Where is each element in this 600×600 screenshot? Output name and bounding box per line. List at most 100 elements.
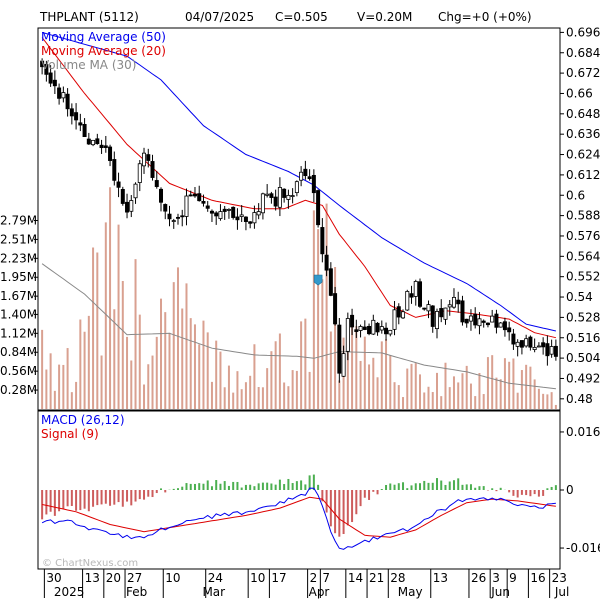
candle [413,279,418,306]
price-tick-label: 0.6 [566,188,585,202]
candle [146,148,151,168]
candle-body [307,176,312,180]
macd-tick-label: -0.016 [566,541,600,555]
candle [69,103,74,125]
candle-body [320,227,325,255]
candle [150,154,155,181]
candle-body [214,212,219,217]
price-tick-label: 0.54 [566,290,593,304]
candle-body [95,138,100,145]
candle-body [137,163,142,183]
candle-body [333,293,338,325]
candle-body [439,308,444,318]
time-tick-label: 16 [530,571,545,585]
time-tick-label: 21 [369,571,384,585]
month-label: Apr [309,585,330,599]
candle-body [316,190,321,226]
price-tick-label: 0.576 [566,229,600,243]
candle [61,86,66,103]
candle [175,213,180,225]
candle-body [222,208,227,212]
price-tick-label: 0.624 [566,148,600,162]
candle [239,205,244,223]
candle [133,182,138,204]
candle [265,184,270,198]
candle-body [69,108,74,117]
candle-body [430,305,435,327]
candle-body [273,196,278,207]
candle [154,170,159,189]
volume-tick-label: 2.51M [0,232,37,246]
candle-body [299,171,304,181]
candle [256,203,261,220]
candle [481,319,486,328]
candle [515,339,520,357]
macd-tick-label: 0 [566,483,574,497]
candle-body [86,138,91,145]
candle [392,301,397,336]
candle [52,70,57,94]
candle-body [218,211,223,219]
volume-tick-label: 2.23M [0,251,37,265]
candle-body [502,321,507,331]
candle [384,322,389,341]
candle [95,133,100,145]
time-tick-label: 23 [552,571,567,585]
candle-body [524,338,529,347]
candle [468,309,473,331]
candle [205,201,210,212]
candle [388,329,393,337]
candle [545,335,550,366]
price-tick-label: 0.612 [566,168,600,182]
candle-body [171,220,176,222]
candle-body [235,216,240,221]
candle-body [354,329,359,332]
candle [78,113,83,132]
candle [120,186,125,206]
volume-tick-label: 1.95M [0,270,37,284]
candle [235,208,240,230]
macd-legend: MACD (26,12) Signal (9) [41,413,125,441]
candle-body [108,146,113,161]
candle [371,314,376,336]
price-panel-frame [37,27,561,411]
candle-body [350,314,355,328]
event-marker [313,274,323,286]
candle [171,218,176,229]
legend-vol-ma: Volume MA (30) [41,58,136,72]
candle [362,320,367,331]
candle-body [464,318,469,324]
candle [418,278,423,308]
candle [460,295,465,326]
candle-body [396,306,401,318]
candle-body [468,315,473,322]
volume-axis: 2.79M 2.51M 2.23M 1.95M 1.67M 1.40M 1.12M 0.84M… [0,213,38,397]
candle [226,208,231,219]
legend-macd: MACD (26,12) [41,413,125,427]
candle [86,132,91,145]
candle [243,216,248,231]
price-legend: Moving Average (50) Moving Average (20) … [41,30,166,72]
candle [82,118,87,138]
candle [345,312,350,361]
volume-label: V=0.20M [357,10,412,24]
volume-tick-label: 2.79M [0,213,37,227]
candle [167,205,172,227]
candle [464,318,469,328]
candle [192,186,197,198]
candle-body [358,326,363,331]
macd-tick-label: 0.016 [566,425,600,439]
price-tick-label: 0.648 [566,107,600,121]
candle-body [286,194,291,200]
candle-body [269,193,274,198]
time-tick-label: 26 [471,571,486,585]
candle-body [112,159,117,181]
candle-body [78,122,83,126]
candle-body [375,322,380,333]
candle-body [48,72,53,84]
price-tick-label: 0.636 [566,127,600,141]
candle-body [388,329,393,335]
candle [273,189,278,211]
candle-body [490,315,495,323]
candle-body [260,193,265,214]
